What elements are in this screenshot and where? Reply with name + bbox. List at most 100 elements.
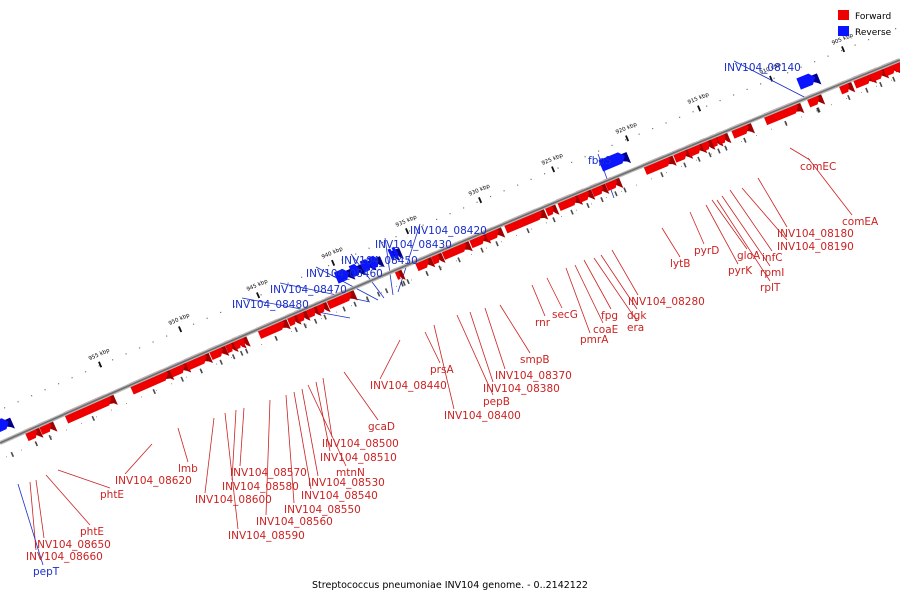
leader-line	[600, 254, 638, 310]
gene-label: fpg	[601, 310, 618, 322]
gene-marker	[623, 187, 627, 193]
leader-line	[239, 407, 245, 467]
position-dot	[141, 396, 142, 398]
gene-marker	[600, 196, 604, 203]
gene-label: INV104_08190	[777, 241, 854, 253]
gene-label: INV104_08580	[222, 481, 299, 493]
gene-marker	[400, 281, 404, 287]
leader-line	[583, 259, 612, 310]
position-dot	[501, 241, 502, 243]
scale-tick: 915 kbp	[687, 92, 710, 112]
position-dot	[801, 116, 802, 118]
position-dot	[476, 201, 478, 203]
gene-label: INV104_08540	[301, 490, 378, 502]
position-dot	[44, 389, 46, 391]
position-dot	[733, 94, 735, 96]
gene-label: era	[627, 322, 644, 334]
gene-label: fbpS	[588, 155, 612, 167]
position-dot	[679, 116, 681, 118]
gene-marker	[552, 217, 556, 223]
position-dot	[611, 144, 613, 147]
gene-marker	[231, 354, 236, 360]
position-dot	[881, 33, 883, 35]
tick-label: 920 kbp	[615, 122, 638, 136]
tick-label: 915 kbp	[687, 92, 710, 106]
gene-label: rplT	[760, 282, 781, 294]
gene-marker	[219, 359, 223, 365]
gene-marker	[313, 318, 318, 324]
gene-label: rpmI	[760, 267, 784, 279]
gene-marker	[48, 434, 53, 441]
position-dot	[291, 331, 292, 333]
position-dot	[81, 422, 82, 424]
position-dot	[336, 311, 337, 313]
leader-line	[57, 469, 111, 489]
position-dot	[31, 395, 33, 397]
position-dot	[314, 270, 316, 273]
gene-label: pyrK	[728, 265, 753, 277]
position-dot	[760, 83, 762, 85]
position-dot	[261, 344, 262, 346]
gene-body	[325, 289, 352, 310]
position-dot	[126, 403, 127, 405]
position-dot	[71, 377, 73, 379]
gene-marker	[784, 120, 788, 126]
gene-label: INV104_08380	[483, 383, 560, 395]
position-dot	[96, 416, 97, 418]
position-dot	[422, 224, 424, 226]
gene-label: phtE	[80, 526, 104, 538]
position-dot	[576, 209, 577, 211]
gene-label: INV104_08370	[495, 370, 572, 382]
position-dot	[651, 178, 652, 180]
position-dot	[756, 134, 757, 136]
gene-label: INV104_08600	[195, 494, 272, 506]
position-dot	[868, 39, 870, 41]
leader-line	[350, 253, 385, 299]
position-dot	[561, 215, 562, 217]
gene-marker	[180, 376, 184, 382]
gene-label: INV104_08430	[375, 239, 452, 251]
leader-line	[124, 443, 153, 475]
tick-mark	[256, 292, 261, 299]
reverse-gene	[391, 246, 410, 285]
leader-line	[729, 189, 773, 252]
gene-label: INV104_08650	[34, 539, 111, 551]
gene-label: INV104_08570	[230, 467, 307, 479]
gene-label: INV104_08420	[410, 225, 487, 237]
tick-label: 925 kbp	[541, 153, 564, 167]
position-dot	[503, 190, 505, 192]
position-dot	[557, 167, 559, 169]
gene-body	[598, 152, 625, 172]
gene-marker	[586, 202, 590, 209]
tick-label: 950 kbp	[168, 312, 191, 327]
gene-marker	[480, 247, 484, 253]
gene-marker	[402, 280, 406, 286]
leader-line	[424, 331, 441, 364]
forward-gene	[762, 101, 805, 126]
tick-mark	[478, 196, 483, 204]
gene-body	[348, 263, 360, 278]
leader-line	[721, 195, 771, 267]
leader-line	[17, 483, 44, 566]
position-dot	[186, 376, 187, 378]
gene-marker	[239, 350, 244, 356]
gene-label: INV104_08500	[322, 438, 399, 450]
scale-tick: 925 kbp	[541, 153, 564, 173]
position-dot	[260, 294, 262, 296]
position-dot	[681, 165, 682, 167]
position-dot	[891, 79, 892, 81]
gene-label: rnr	[535, 317, 551, 329]
position-dot	[6, 456, 7, 458]
position-dot	[787, 72, 789, 74]
leader-line	[611, 249, 639, 296]
position-dot	[516, 234, 517, 236]
gene-label: INV104_08620	[115, 475, 192, 487]
gene-marker	[438, 265, 442, 271]
gene-label: INV104_08460	[306, 268, 383, 280]
gene-body	[367, 255, 379, 270]
gene-body	[0, 418, 9, 436]
gene-marker	[660, 171, 664, 178]
gene-label: INV104_08140	[724, 62, 801, 74]
gene-marker	[526, 228, 530, 234]
reverse-gene	[598, 152, 632, 193]
